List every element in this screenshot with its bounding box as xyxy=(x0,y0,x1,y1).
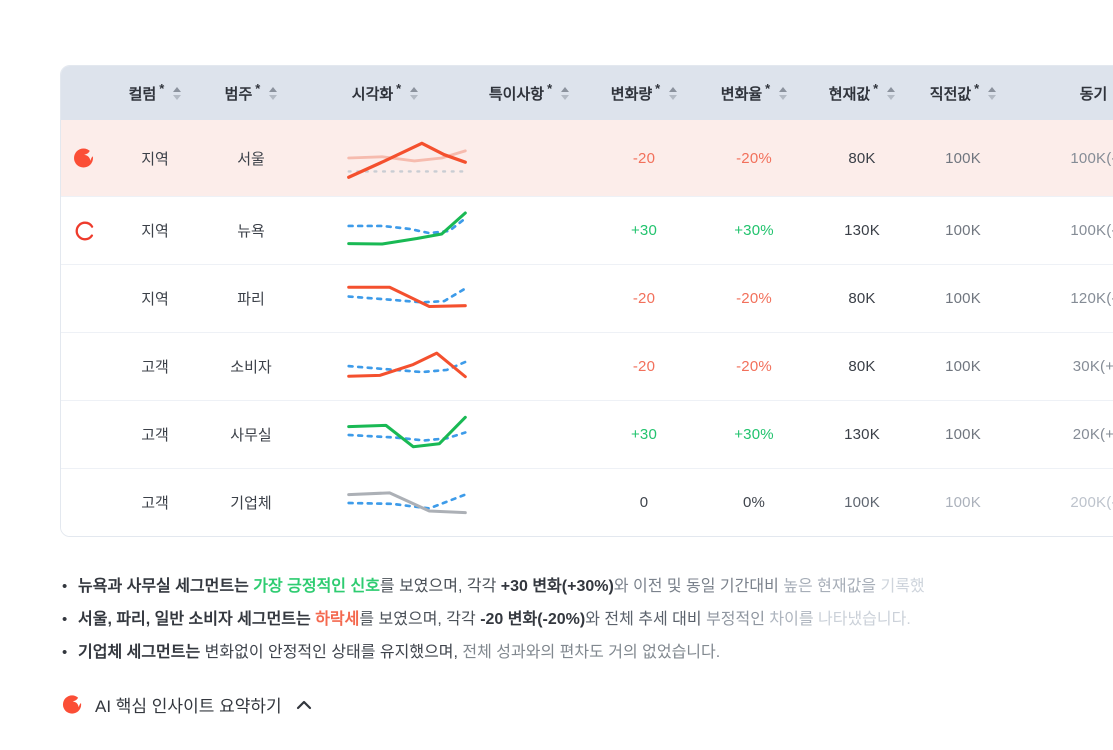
cell-change: -20 xyxy=(632,358,656,375)
sparkline-chart xyxy=(347,415,467,448)
ai-sparkle-icon xyxy=(74,148,93,168)
sparkline-chart xyxy=(347,351,467,378)
table-row[interactable]: 고객 소비자 -20 -20% 80K 100K 30K(+ xyxy=(61,332,1113,400)
row-status-cell xyxy=(61,220,109,242)
cell-change: +30 xyxy=(630,426,658,443)
sort-icon[interactable] xyxy=(269,86,278,100)
header-visualization[interactable]: 시각화 * xyxy=(301,81,469,104)
cell-period-value: 100K(- xyxy=(1070,222,1113,239)
sort-icon[interactable] xyxy=(561,86,570,100)
row-status-cell xyxy=(61,146,109,170)
cell-column: 고객 xyxy=(141,495,169,512)
insight-text: 기업체 세그먼트는 변화없이 안정적인 상태를 유지했으며, 전체 성과와의 편… xyxy=(78,644,721,661)
cell-category: 소비자 xyxy=(230,359,272,376)
header-column[interactable]: 컬럼 * xyxy=(109,81,201,104)
ai-summary-label: AI 핵심 인사이트 요약하기 xyxy=(95,697,282,716)
bullet-marker: • xyxy=(62,578,68,595)
cell-previous-value: 100K xyxy=(945,494,981,511)
cell-change-rate: -20% xyxy=(736,290,772,307)
insight-text: 뉴욕과 사무실 세그먼트는 가장 긍정적인 신호를 보였으며, 각각 +30 변… xyxy=(78,578,925,595)
cell-visualization xyxy=(301,209,469,253)
insight-text: 서울, 파리, 일반 소비자 세그먼트는 하락세를 보였으며, 각각 -20 변… xyxy=(78,611,911,628)
cell-change-rate: +30% xyxy=(734,426,774,443)
ai-sparkle-icon xyxy=(62,695,82,714)
sort-icon[interactable] xyxy=(887,86,896,100)
bullet-marker: • xyxy=(62,611,68,628)
ai-summary-toggle[interactable]: AI 핵심 인사이트 요약하기 xyxy=(62,692,312,717)
table-row[interactable]: 고객 사무실 +30 +30% 130K 100K 20K(+ xyxy=(61,400,1113,468)
cell-period-value: 20K(+ xyxy=(1072,426,1113,443)
cell-visualization xyxy=(301,413,469,457)
cell-category: 기업체 xyxy=(230,495,272,512)
cell-change-rate: -20% xyxy=(736,358,772,375)
cell-period-value: 100K(- xyxy=(1070,149,1113,167)
bullet-marker: • xyxy=(62,644,68,661)
cell-visualization xyxy=(301,136,469,180)
insight-bullet-2: • 서울, 파리, 일반 소비자 세그먼트는 하락세를 보였으며, 각각 -20… xyxy=(62,609,1113,631)
table-row[interactable]: 지역 서울 -20 -20% 80K 100K 100K(- xyxy=(61,120,1113,196)
cell-previous-value: 100K xyxy=(945,426,981,443)
cell-visualization xyxy=(301,345,469,389)
cell-category: 서울 xyxy=(237,150,265,168)
cell-period-value: 120K(- xyxy=(1070,290,1113,307)
header-notes[interactable]: 특이사항 * xyxy=(469,81,589,104)
cell-change-rate: 0% xyxy=(742,494,766,511)
cell-column: 고객 xyxy=(141,427,169,444)
cell-column: 지역 xyxy=(141,150,169,168)
cell-current-value: 80K xyxy=(848,149,876,167)
loading-spinner-icon xyxy=(75,221,95,240)
cell-visualization xyxy=(301,277,469,321)
cell-current-value: 80K xyxy=(848,358,876,375)
cell-category: 사무실 xyxy=(230,427,272,444)
cell-previous-value: 100K xyxy=(945,149,981,167)
header-previous-value[interactable]: 직전값 * xyxy=(915,81,1011,104)
sparkline-chart xyxy=(347,285,467,308)
sparkline-chart xyxy=(347,210,467,245)
table-row[interactable]: 지역 뉴욕 +30 +30% 130K 100K 100K(- xyxy=(61,196,1113,264)
cell-column: 고객 xyxy=(141,359,169,376)
chevron-up-icon[interactable] xyxy=(296,700,312,710)
table-row[interactable]: 고객 기업체 0 0% 100K 100K 200K(- xyxy=(61,468,1113,536)
table-row[interactable]: 지역 파리 -20 -20% 80K 100K 120K(- xyxy=(61,264,1113,332)
cell-change-rate: -20% xyxy=(736,149,772,167)
cell-current-value: 100K xyxy=(844,494,880,511)
sparkline-chart xyxy=(347,141,467,179)
sort-icon[interactable] xyxy=(988,86,997,100)
cell-category: 뉴욕 xyxy=(237,223,265,240)
cell-previous-value: 100K xyxy=(945,222,981,239)
cell-current-value: 130K xyxy=(844,222,880,239)
cell-column: 지역 xyxy=(141,223,169,240)
cell-change: 0 xyxy=(639,494,649,511)
ai-insights-list: • 뉴욕과 사무실 세그먼트는 가장 긍정적인 신호를 보였으며, 각각 +30… xyxy=(62,576,1113,675)
cell-change: -20 xyxy=(632,149,656,167)
header-change-rate[interactable]: 변화율 * xyxy=(699,81,809,104)
cell-change-rate: +30% xyxy=(734,222,774,239)
insight-bullet-1: • 뉴욕과 사무실 세그먼트는 가장 긍정적인 신호를 보였으며, 각각 +30… xyxy=(62,576,1113,598)
table-header-row: 컬럼 * 범주 * 시각화 * 특이사항 * 변화량 * 변화율 * 현재값 * 직전값 * xyxy=(61,66,1113,120)
cell-previous-value: 100K xyxy=(945,290,981,307)
header-period-value[interactable]: 동기 xyxy=(1079,85,1108,103)
cell-visualization xyxy=(301,481,469,525)
sort-icon[interactable] xyxy=(410,86,419,100)
sort-icon[interactable] xyxy=(669,86,678,100)
sort-icon[interactable] xyxy=(173,86,182,100)
cell-current-value: 130K xyxy=(844,426,880,443)
cell-period-value: 200K(- xyxy=(1070,494,1113,511)
insight-bullet-3: • 기업체 세그먼트는 변화없이 안정적인 상태를 유지했으며, 전체 성과와의… xyxy=(62,642,1113,664)
header-current-value[interactable]: 현재값 * xyxy=(809,81,915,104)
cell-change: +30 xyxy=(630,222,658,239)
cell-category: 파리 xyxy=(237,291,265,308)
sparkline-chart xyxy=(347,490,467,514)
cell-period-value: 30K(+ xyxy=(1072,358,1113,375)
insights-table: 컬럼 * 범주 * 시각화 * 특이사항 * 변화량 * 변화율 * 현재값 * 직전값 * xyxy=(60,65,1113,537)
cell-change: -20 xyxy=(632,290,656,307)
cell-column: 지역 xyxy=(141,291,169,308)
cell-current-value: 80K xyxy=(848,290,876,307)
header-change[interactable]: 변화량 * xyxy=(589,81,699,104)
sort-icon[interactable] xyxy=(779,86,788,100)
cell-previous-value: 100K xyxy=(945,358,981,375)
header-category[interactable]: 범주 * xyxy=(201,81,301,104)
